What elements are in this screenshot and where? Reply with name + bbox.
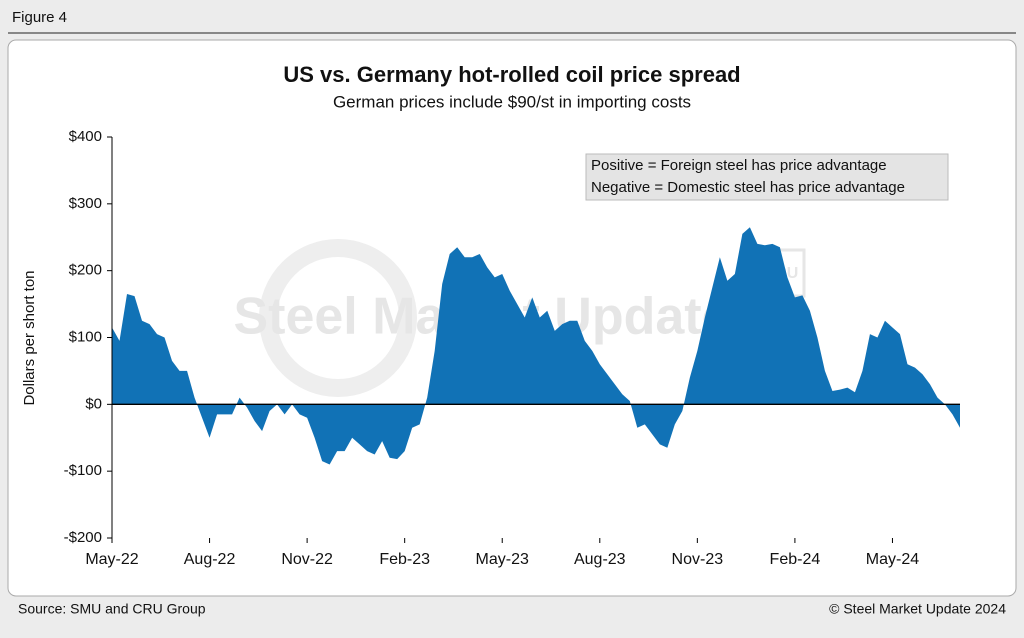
- x-tick-label: May-24: [866, 551, 919, 568]
- watermark-ring: [259, 239, 417, 397]
- y-tick-label: $200: [69, 262, 102, 279]
- y-tick-label: $400: [69, 128, 102, 145]
- x-tick-label: May-23: [476, 551, 529, 568]
- y-tick-label: $300: [69, 195, 102, 212]
- annotation: Negative = Domestic steel has price adva…: [591, 179, 905, 196]
- chart-subtitle: German prices include $90/st in importin…: [333, 92, 691, 111]
- y-axis-label: Dollars per short ton: [21, 270, 38, 405]
- legend-box: [585, 153, 949, 201]
- chart-title: US vs. Germany hot-rolled coil price spr…: [283, 62, 740, 87]
- y-tick-label: -$100: [64, 462, 102, 479]
- y-tick-label: $0: [85, 395, 102, 412]
- annotation: Positive = Foreign steel has price advan…: [591, 157, 887, 174]
- y-tick-label: $100: [69, 328, 102, 345]
- copyright: © Steel Market Update 2024: [829, 601, 1006, 617]
- source: Source: SMU and CRU Group: [18, 601, 206, 617]
- figure-label: Figure 4: [12, 9, 67, 26]
- x-tick-label: Aug-22: [184, 551, 236, 568]
- x-tick-label: Aug-23: [574, 551, 626, 568]
- area: [112, 227, 960, 465]
- y-tick-label: -$200: [64, 529, 102, 546]
- x-tick-label: Nov-22: [281, 551, 333, 568]
- x-tick-label: Nov-23: [672, 551, 724, 568]
- x-tick-label: May-22: [85, 551, 138, 568]
- x-tick-label: Feb-23: [379, 551, 430, 568]
- x-tick-label: Feb-24: [770, 551, 821, 568]
